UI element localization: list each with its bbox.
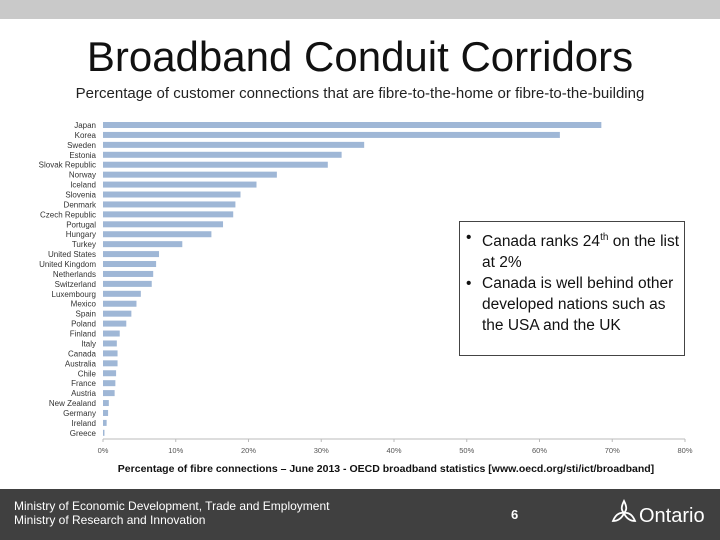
trillium-logo-icon [611,499,637,522]
callout-line1-post: on the list at 2% [482,233,680,272]
footer-bar: Ministry of Economic Development, Trade … [0,489,720,540]
bullet-icon: • [466,275,472,293]
bar-chile [103,370,117,377]
category-label: Mexico [71,300,97,309]
x-axis: 0% 10% 20% 30% 40% 50% 60% 70% 80% [98,438,693,455]
callout-bullet-1: • Canada ranks 24th on the list at 2% [466,227,680,273]
slide-title: Broadband Conduit Corridors [86,33,634,80]
bar-canada [103,350,118,357]
category-label: Turkey [72,240,96,249]
bullet-icon: • [466,229,472,246]
category-label: Finland [70,330,96,339]
bar-turkey [103,241,183,248]
chart-caption: Percentage of fibre connections – June 2… [117,463,655,475]
ministry-name-2: Ministry of Research and Innovation [14,513,206,527]
category-label: Denmark [64,200,97,209]
bar-luxembourg [103,290,141,297]
category-label: Switzerland [55,280,96,289]
category-label: Korea [75,131,97,140]
bar-france [103,380,116,387]
category-label: Luxembourg [52,290,96,299]
category-label: United Kingdom [39,260,96,269]
bar-united-states [103,251,160,258]
x-tick-label: 20% [241,446,256,455]
category-label: Australia [65,359,97,368]
category-label: Slovak Republic [39,161,96,170]
category-label: Poland [71,320,96,329]
bar-greece [103,429,105,436]
bar-netherlands [103,270,154,277]
category-label: Greece [70,429,97,438]
category-label: Netherlands [53,270,96,279]
category-label: Austria [71,389,96,398]
bar-united-kingdom [103,261,157,268]
x-tick-label: 60% [532,446,547,455]
category-label: Sweden [67,141,96,150]
bar-sweden [103,141,365,148]
bar-iceland [103,181,257,188]
ministry-names: Ministry of Economic Development, Trade … [14,499,329,527]
category-label: Norway [69,171,96,180]
category-label: Portugal [66,220,96,229]
bar-switzerland [103,280,152,287]
callout-line1-sup: th [600,232,609,243]
bar-norway [103,171,277,178]
bar-spain [103,310,132,317]
category-label: Germany [63,409,96,418]
category-label: France [71,379,96,388]
category-label: Iceland [70,181,96,190]
callout-box: • Canada ranks 24th on the list at 2% • … [459,221,685,356]
top-bar [0,0,720,19]
category-label: Chile [78,369,97,378]
x-tick-label: 40% [386,446,401,455]
callout-line1-pre: Canada ranks 24 [482,233,601,251]
bar-poland [103,320,127,327]
category-label: Estonia [69,151,96,160]
callout-bullet-2: • Canada is well behind other developed … [466,273,680,336]
bar-italy [103,340,117,347]
slide-subtitle: Percentage of customer connections that … [75,85,645,102]
bar-finland [103,330,120,337]
bar-slovak-republic [103,161,328,168]
x-tick-label: 50% [459,446,474,455]
ministry-name-1: Ministry of Economic Development, Trade … [14,499,330,513]
category-label: Japan [74,121,96,130]
bar-new-zealand [103,400,109,407]
category-label: Slovenia [65,191,96,200]
x-tick-label: 10% [168,446,183,455]
bar-japan [103,122,602,128]
bar-estonia [103,151,342,158]
ontario-wordmark: Ontario [639,505,705,527]
bar-czech-republic [103,211,234,218]
category-label: Canada [68,349,97,358]
bar-denmark [103,201,236,208]
bar-austria [103,390,115,397]
bar-mexico [103,300,137,307]
bar-hungary [103,231,212,238]
bar-ireland [103,419,107,426]
bars-group [103,122,602,436]
bar-korea [103,131,560,138]
category-label: Italy [81,339,96,348]
callout-line2: Canada is well behind other developed na… [482,275,674,335]
bar-slovenia [103,191,241,198]
category-label: Ireland [72,419,96,428]
x-tick-label: 80% [677,446,692,455]
bar-portugal [103,221,224,228]
bar-germany [103,409,109,416]
bar-australia [103,360,118,367]
category-label: Spain [76,310,96,319]
page-number: 6 [511,507,519,522]
x-tick-label: 0% [98,446,109,455]
category-label: United States [48,250,96,259]
category-label: Czech Republic [40,210,96,219]
x-tick-label: 30% [314,446,329,455]
x-tick-label: 70% [605,446,620,455]
category-label: Hungary [66,230,96,239]
category-label: New Zealand [49,399,96,408]
